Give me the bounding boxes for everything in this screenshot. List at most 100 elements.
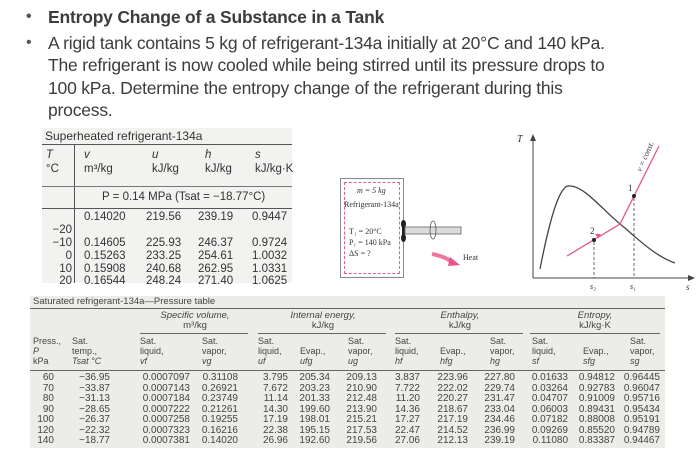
ts-diagram: T s 1 2 s₂ s₁ v = const. (517, 134, 695, 292)
table-cell: 0.96445 (623, 372, 660, 383)
table-cell: 11.20 (395, 393, 420, 404)
table-cell: 17.27 (394, 414, 420, 425)
col-header: Sat. temp., Tsat °C (72, 336, 102, 366)
divider (42, 186, 74, 187)
table-cell: 0.01633 (531, 372, 568, 383)
col-header-u: u kJ/kg (152, 149, 179, 175)
table-cell: −18.77 (79, 435, 110, 446)
table-cell: 214.52 (437, 424, 468, 436)
table-cell: 17.19 (262, 414, 288, 425)
slide-bullets: • Entropy Change of a Substance in a Tan… (26, 6, 696, 122)
table-cell: 0.88008 (578, 414, 615, 425)
tank-diagram: m = 5 kg Refrigerant-134a T₁ = 20°C P₁ =… (340, 178, 404, 278)
group-internal-energy: Internal energy, kJ/kg (290, 310, 356, 331)
bullet-dot-icon: • (26, 8, 32, 25)
table-cell: 90 (42, 403, 54, 415)
table-cell: 217.19 (437, 414, 468, 425)
table-cell: 0.0007381 (142, 435, 190, 446)
table-cell: 192.60 (299, 435, 330, 446)
table-cell: 140 (37, 435, 54, 446)
table-cell: 199.60 (299, 403, 330, 415)
table-cell: 14.30 (262, 403, 288, 415)
state-2-point (592, 238, 596, 242)
table-cell: 0.0007323 (142, 424, 190, 436)
table-cell: 0.06003 (531, 403, 568, 415)
table-cell: 7.722 (394, 382, 420, 394)
col-header-h: h kJ/kg (205, 149, 232, 175)
col-header: Evap., ufg (300, 346, 326, 366)
group-enthalpy: Enthalpy, kJ/kg (440, 310, 480, 331)
divider (530, 333, 660, 334)
table-cell: 0.94789 (623, 424, 660, 436)
table-cell: 0.94812 (578, 372, 615, 383)
table-cell: 195.15 (299, 424, 330, 436)
table-cell: 0.31108 (202, 372, 238, 383)
table-cell: 218.67 (437, 403, 468, 415)
table-cell: 0.04707 (531, 393, 568, 404)
problem-line: The refrigerant is now cooled while bein… (48, 55, 605, 75)
table-cell: 0.95716 (623, 393, 660, 404)
table-cell: 22.38 (262, 424, 288, 436)
divider (30, 370, 665, 371)
table-cell: 0.85520 (578, 424, 615, 436)
table-row: −10 0.14605 225.93 246.37 0.9724 (52, 237, 288, 249)
table-cell: 120 (37, 424, 54, 436)
problem-line: process. (48, 100, 113, 120)
table-cell: 215.21 (346, 414, 377, 425)
table-cell: 0.26921 (201, 382, 238, 394)
table-cell: 201.33 (299, 393, 330, 404)
col-header: Sat. liquid, hf (395, 336, 419, 366)
col-header-s: s kJ/kg·K (255, 149, 294, 175)
col-header: Sat. liquid, uf (258, 336, 282, 366)
ds-label: ΔS = ? (349, 249, 371, 258)
col-header: Sat. liquid, sf (532, 336, 556, 366)
svg-text:s₂: s₂ (590, 282, 596, 291)
saturation-dome (539, 185, 676, 270)
table-cell: −26.37 (79, 414, 110, 425)
table-cell: 0.96047 (623, 382, 660, 394)
mass-label: m = 5 kg (357, 186, 386, 195)
bullet-dot-icon: • (26, 33, 32, 51)
table-row: 10 0.15908 240.68 262.95 1.0331 (59, 263, 288, 275)
title-text: Entropy Change of a Substance in a Tank (48, 7, 385, 27)
divider (140, 333, 248, 334)
table-cell: 198.01 (299, 414, 330, 425)
table-cell: 0.21261 (201, 403, 238, 415)
bullet-title: • Entropy Change of a Substance in a Tan… (26, 6, 696, 29)
table-cell: 22.47 (394, 424, 420, 436)
col-header: Sat. liquid, vf (140, 336, 164, 366)
svg-text:s₁: s₁ (630, 282, 636, 291)
stirrer-shaft-icon (401, 220, 462, 242)
table-cell: 0.91009 (578, 393, 615, 404)
table-cell: 70 (42, 382, 54, 394)
col-header: Evap., sfg (583, 346, 609, 366)
table-cell: −36.95 (79, 372, 110, 383)
table-row: 140 −18.77 0.0007381 0.14020 26.96 192.60 219.… (30, 435, 665, 447)
table-cell: 0.92783 (578, 382, 615, 394)
table-cell: 239.19 (484, 435, 515, 446)
table-cell: 0.0007143 (142, 382, 190, 394)
table-cell: 0.23749 (201, 393, 238, 404)
table-row: 20 0.16544 248.24 271.40 1.0625 (59, 275, 288, 287)
table-row: 120 −22.32 0.0007323 0.16216 22.38 195.15 217.… (30, 424, 665, 437)
col-header-t: T °C (46, 149, 59, 175)
col-header-v: v m³/kg (84, 149, 113, 175)
table-cell: 100 (37, 414, 54, 425)
col-header: Evap., hfg (440, 346, 466, 366)
table-cell: 0.95434 (623, 403, 660, 415)
table-cell: 27.06 (394, 435, 420, 446)
table-row: 100 −26.37 0.0007258 0.19255 17.19 198.01 215.… (30, 414, 665, 426)
table-cell: 220.27 (437, 393, 468, 404)
table-cell: 7.672 (262, 382, 288, 394)
table-cell: 80 (42, 393, 54, 404)
group-entropy: Entropy, kJ/kg·K (577, 310, 613, 331)
table-cell: 217.53 (346, 424, 377, 436)
table-cell: 233.04 (484, 403, 515, 415)
table-cell: 0.07182 (531, 414, 568, 425)
table-cell: −22.32 (79, 424, 110, 436)
table-cell: 212.13 (437, 435, 468, 446)
table-cell: 213.90 (346, 403, 377, 415)
table-cell: 0.09269 (531, 424, 568, 436)
table-cell: 60 (42, 372, 54, 383)
